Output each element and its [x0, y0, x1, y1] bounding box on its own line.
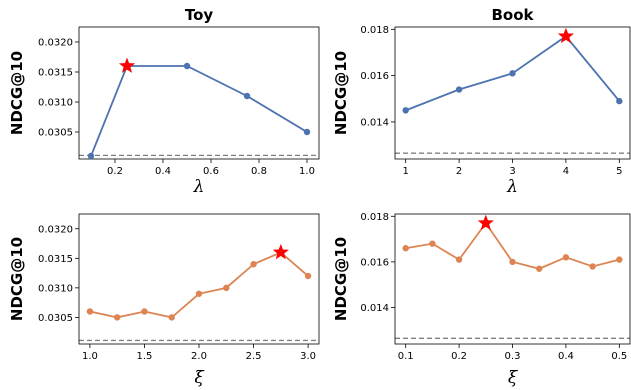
x-tick-label: 0.1: [398, 351, 414, 362]
data-point: [455, 86, 463, 93]
series-line: [90, 65, 308, 157]
x-tick-label: 0.2: [451, 351, 467, 362]
x-tick-label: 0.2: [107, 166, 123, 177]
y-tick-label: 0.0305: [38, 313, 73, 324]
x-tick-label: 0.4: [155, 166, 171, 177]
x-tick-label: 3: [509, 166, 515, 177]
data-point: [429, 240, 436, 247]
panel-title: Book: [491, 6, 534, 24]
best-point-star-marker: [557, 27, 574, 44]
data-point: [589, 263, 596, 270]
data-point: [303, 128, 311, 136]
y-axis-label: NDCG@10: [332, 237, 350, 321]
data-point: [168, 314, 175, 321]
x-tick-label: 0.5: [611, 351, 627, 362]
x-tick-label: 1.5: [137, 351, 153, 362]
data-point: [183, 62, 191, 70]
x-axis-label: λ: [506, 177, 518, 197]
data-point: [509, 258, 516, 266]
data-point: [113, 314, 121, 321]
y-axis-label: NDCG@10: [8, 237, 26, 321]
x-tick-label: 4: [563, 166, 569, 177]
axes-frame: [394, 213, 631, 345]
y-tick-label: 0.0315: [38, 254, 73, 265]
x-axis-label: ξ: [508, 368, 519, 388]
y-tick-label: 0.018: [360, 25, 389, 36]
y-axis-label: NDCG@10: [332, 51, 350, 135]
data-point: [141, 308, 148, 315]
x-tick-label: 1.0: [299, 166, 315, 177]
y-tick-label: 0.0310: [38, 283, 73, 294]
data-point: [509, 70, 516, 77]
data-point: [243, 92, 251, 100]
y-tick-label: 0.0320: [38, 38, 73, 49]
x-tick-label: 0.3: [505, 351, 521, 362]
y-tick-label: 0.0310: [38, 98, 73, 109]
x-tick-label: 2: [456, 166, 462, 177]
data-point: [536, 265, 543, 272]
x-tick-label: 5: [616, 166, 622, 177]
data-point: [86, 308, 94, 315]
x-tick-label: 3.0: [300, 351, 316, 362]
y-tick-label: 0.016: [360, 71, 389, 82]
best-point-star-marker: [477, 214, 494, 230]
chart-panel-2: 1 2 3 4 5 0.014 0.016 0.018 Book λ NDCG@10: [332, 6, 631, 197]
chart-panel-1: 0.2 0.4 0.6 0.8 1.0 0.0305 0.0310 0.0315 0.0320 T…: [8, 6, 320, 197]
axes-frame: [394, 26, 631, 160]
data-point: [562, 254, 570, 261]
data-point: [223, 284, 230, 292]
data-point: [616, 97, 623, 105]
data-point: [455, 256, 463, 263]
series-line: [89, 251, 309, 319]
best-point-star-marker: [118, 57, 136, 73]
data-point: [304, 272, 312, 280]
y-tick-label: 0.018: [360, 212, 389, 223]
data-point: [402, 107, 409, 114]
y-axis-label: NDCG@10: [8, 51, 26, 135]
best-point-star-marker: [272, 243, 289, 260]
chart-panel-3: 1.0 1.5 2.0 2.5 3.0 0.0305 0.0310 0.0315 0.0320 ξ…: [8, 213, 320, 388]
y-tick-label: 0.016: [360, 257, 389, 268]
data-point: [87, 152, 95, 160]
data-point: [616, 256, 623, 263]
chart-panel-4: 0.1 0.2 0.3 0.4 0.5 0.014 0.016 0.018 ξ NDCG@10: [332, 212, 631, 388]
y-tick-label: 0.0320: [38, 224, 73, 235]
data-point: [402, 245, 409, 252]
x-tick-label: 0.8: [251, 166, 267, 177]
y-tick-label: 0.0315: [38, 68, 73, 79]
x-tick-label: 2.0: [191, 351, 207, 362]
axes-frame: [78, 213, 320, 345]
x-axis-label: ξ: [194, 368, 205, 388]
x-axis-label: λ: [193, 177, 205, 197]
y-tick-label: 0.014: [360, 117, 389, 128]
axes-frame: [78, 26, 320, 160]
y-tick-label: 0.014: [360, 303, 389, 314]
data-point: [195, 290, 203, 297]
x-tick-label: 0.4: [558, 351, 574, 362]
y-tick-label: 0.0305: [38, 128, 73, 139]
x-tick-label: 1: [402, 166, 408, 177]
x-tick-label: 1.0: [82, 351, 98, 362]
panel-title: Toy: [185, 6, 214, 24]
data-point: [250, 261, 257, 268]
x-tick-label: 0.6: [203, 166, 219, 177]
x-tick-label: 2.5: [246, 351, 262, 362]
